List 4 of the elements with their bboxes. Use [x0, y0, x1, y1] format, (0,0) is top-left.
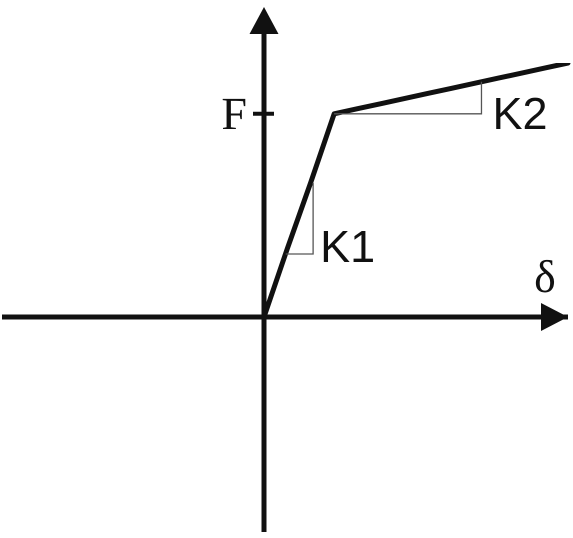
annotation: K2: [492, 88, 548, 139]
y-axis-title: F: [221, 88, 247, 139]
annotation: K1: [320, 221, 376, 272]
x-axis-title: δ: [534, 251, 556, 302]
